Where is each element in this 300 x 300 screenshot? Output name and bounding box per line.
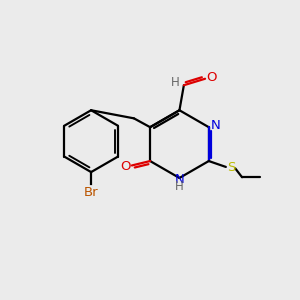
Text: N: N [175,173,184,186]
Text: H: H [175,180,183,193]
Text: Br: Br [84,186,98,199]
Text: O: O [120,160,130,172]
Text: H: H [171,76,180,89]
Text: N: N [210,119,220,132]
Text: O: O [206,71,217,84]
Text: S: S [227,161,235,174]
